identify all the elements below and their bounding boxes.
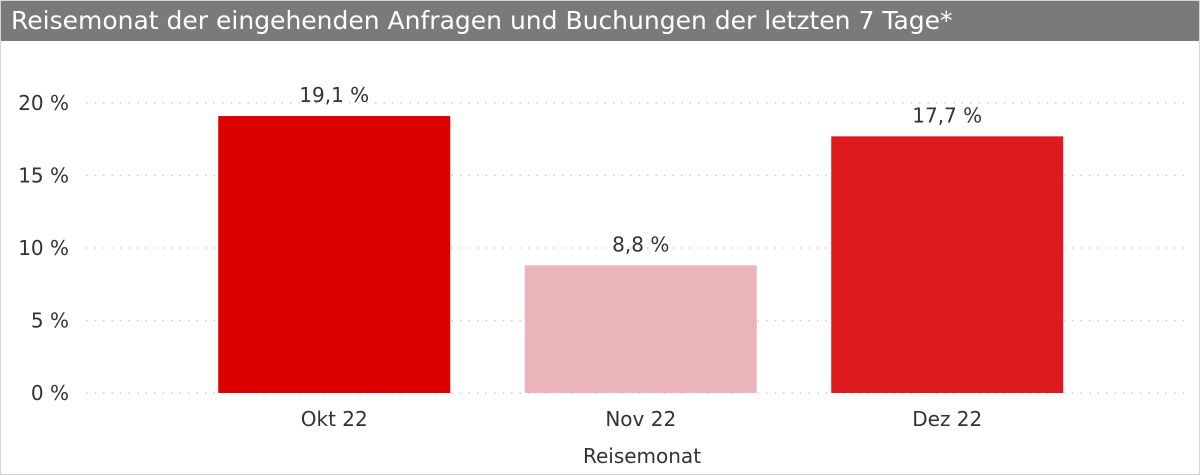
y-tick-label: 0 %	[31, 381, 69, 405]
x-tick-label: Dez 22	[912, 407, 982, 431]
bars	[218, 116, 1064, 394]
bar-data-label: 17,7 %	[912, 103, 982, 127]
y-tick-label: 5 %	[31, 309, 69, 333]
bar	[831, 136, 1064, 393]
y-tick-label: 20 %	[18, 91, 69, 115]
chart-title-bar: Reisemonat der eingehenden Anfragen und …	[1, 1, 1199, 41]
y-tick-label: 10 %	[18, 236, 69, 260]
x-axis-ticks: Okt 22 Nov 22 Dez 22	[301, 407, 983, 431]
bar	[524, 265, 757, 393]
chart-title: Reisemonat der eingehenden Anfragen und …	[11, 6, 953, 35]
x-tick-label: Okt 22	[301, 407, 368, 431]
bar	[218, 116, 451, 394]
y-axis-ticks: 0 % 5 % 10 % 15 % 20 %	[18, 91, 69, 405]
x-tick-label: Nov 22	[605, 407, 676, 431]
y-tick-label: 15 %	[18, 164, 69, 188]
bar-data-label: 19,1 %	[299, 83, 369, 107]
bar-data-label: 8,8 %	[612, 232, 669, 256]
data-labels: 19,1 % 8,8 % 17,7 %	[299, 83, 982, 256]
x-axis-title: Reisemonat	[583, 444, 701, 468]
